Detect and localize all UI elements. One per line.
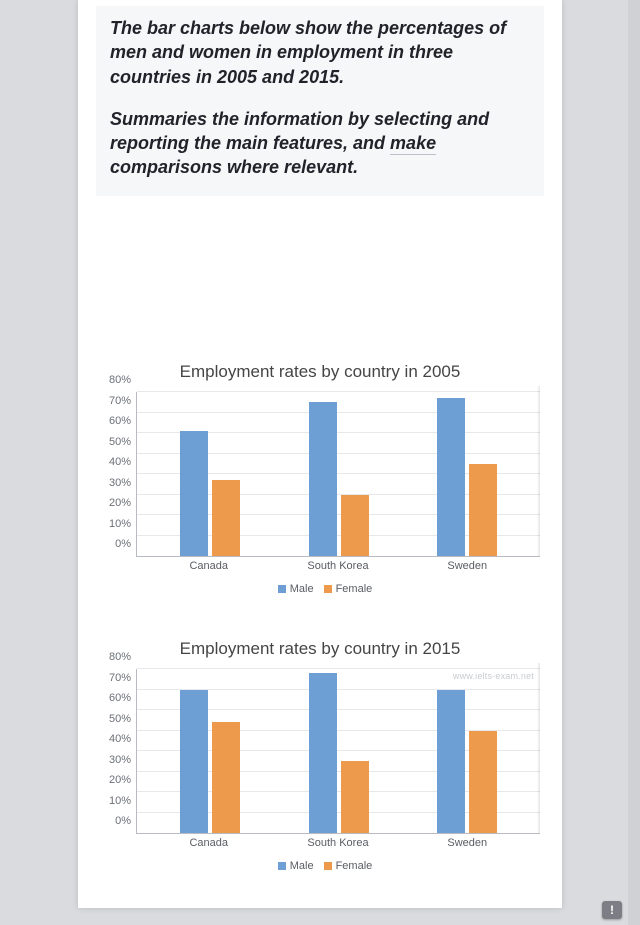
bar-male [180,690,208,834]
x-axis-label: Canada [189,837,228,849]
chart-title: Employment rates by country in 2015 [96,639,544,659]
x-axis-label: Sweden [447,560,487,572]
bar-group [437,669,497,833]
legend-label-female: Female [336,583,373,595]
chart-title: Employment rates by country in 2005 [96,362,544,382]
x-axis-label: Sweden [447,837,487,849]
bar-female [341,495,369,557]
task-prompt-box: The bar charts below show the percentage… [96,6,544,196]
bar-male [437,398,465,556]
feedback-button[interactable]: ! [602,901,622,919]
y-axis-label: 50% [97,713,131,725]
legend: Male Female [96,860,544,872]
y-axis-label: 70% [97,395,131,407]
bar-female [212,722,240,833]
legend-label-female: Female [336,860,373,872]
y-axis-label: 30% [97,754,131,766]
chart-c2005: Employment rates by country in 20050%10%… [96,362,544,595]
legend-swatch-male [278,585,286,593]
bar-group [180,669,240,833]
y-axis-label: 40% [97,456,131,468]
y-axis-label: 80% [97,651,131,663]
legend-swatch-female [324,862,332,870]
legend-label-male: Male [290,583,314,595]
x-axis-label: Canada [189,560,228,572]
prompt-p2-post: comparisons where relevant. [110,157,358,177]
bar-male [180,431,208,556]
y-axis-label: 0% [97,815,131,827]
plot-area: 0%10%20%30%40%50%60%70%80% [136,392,540,557]
plot-area: www.ielts-exam.net0%10%20%30%40%50%60%70… [136,669,540,834]
document-page: The bar charts below show the percentage… [78,0,562,908]
scrollbar-rail[interactable] [628,0,640,925]
bar-group [180,392,240,556]
bar-male [309,402,337,556]
bar-female [212,480,240,556]
bar-female [469,464,497,556]
bar-group [437,392,497,556]
bar-group [309,669,369,833]
legend: Male Female [96,583,544,595]
bar-female [469,731,497,834]
y-axis-label: 60% [97,692,131,704]
y-axis-label: 10% [97,518,131,530]
x-axis-labels: Canada South Korea Sweden [136,557,540,575]
y-axis-label: 60% [97,415,131,427]
legend-swatch-female [324,585,332,593]
y-axis-label: 20% [97,497,131,509]
y-axis-label: 70% [97,672,131,684]
y-axis-label: 30% [97,477,131,489]
legend-label-male: Male [290,860,314,872]
prompt-p2-underlined: make [390,133,436,155]
prompt-paragraph-2: Summaries the information by selecting a… [110,107,530,180]
bar-groups [137,392,540,556]
x-axis-label: South Korea [307,560,368,572]
y-axis-label: 50% [97,436,131,448]
bar-male [437,690,465,834]
legend-swatch-male [278,862,286,870]
bar-female [341,761,369,833]
y-axis-label: 80% [97,374,131,386]
prompt-paragraph-1: The bar charts below show the percentage… [110,16,530,89]
y-axis-label: 40% [97,733,131,745]
x-axis-label: South Korea [307,837,368,849]
y-axis-label: 10% [97,795,131,807]
bar-male [309,673,337,833]
chart-c2015: Employment rates by country in 2015 www.i… [96,639,544,872]
y-axis-label: 0% [97,538,131,550]
x-axis-labels: Canada South Korea Sweden [136,834,540,852]
y-axis-label: 20% [97,774,131,786]
bar-group [309,392,369,556]
bar-groups [137,669,540,833]
